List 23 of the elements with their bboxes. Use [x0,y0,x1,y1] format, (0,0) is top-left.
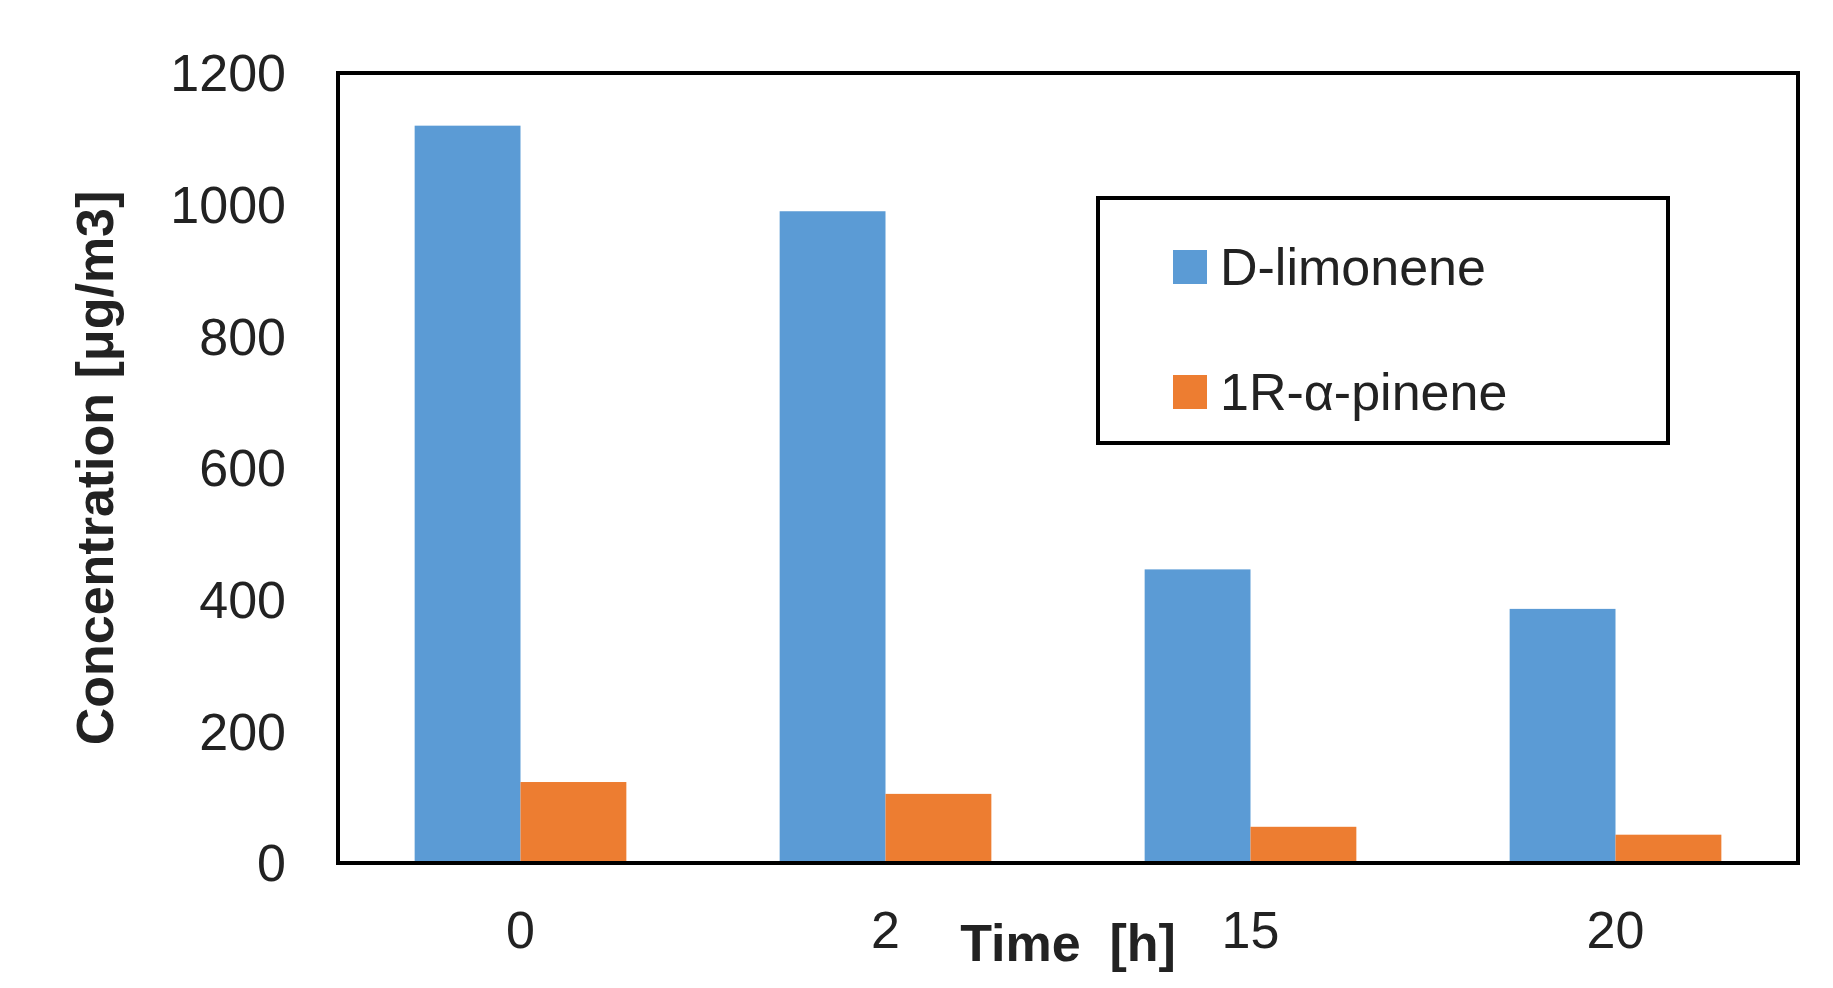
x-tick-label: 20 [1586,901,1645,959]
y-tick-label: 600 [199,439,286,498]
x-axis-title: Time [h] [960,914,1176,972]
bar [520,782,627,863]
bar [1144,569,1251,863]
bar [1615,834,1722,863]
y-tick-label: 0 [257,834,286,893]
y-axis-title: Concentration [μg/m3] [66,190,124,746]
bar [1250,826,1357,863]
y-tick-label: 400 [199,570,286,629]
x-tick-label: 0 [506,901,535,959]
x-tick-label: 2 [871,901,900,959]
y-tick-label: 1200 [170,44,286,103]
bar [1509,608,1616,863]
y-tick-label: 1000 [170,175,286,234]
legend-label: D-limonene [1220,238,1486,297]
bar [414,125,521,863]
legend-label: 1R-α-pinene [1220,363,1508,422]
y-tick-label: 800 [199,307,286,366]
bar [885,793,992,863]
bar [779,211,886,863]
y-tick-label: 200 [199,702,286,761]
x-tick-label: 15 [1221,901,1280,959]
